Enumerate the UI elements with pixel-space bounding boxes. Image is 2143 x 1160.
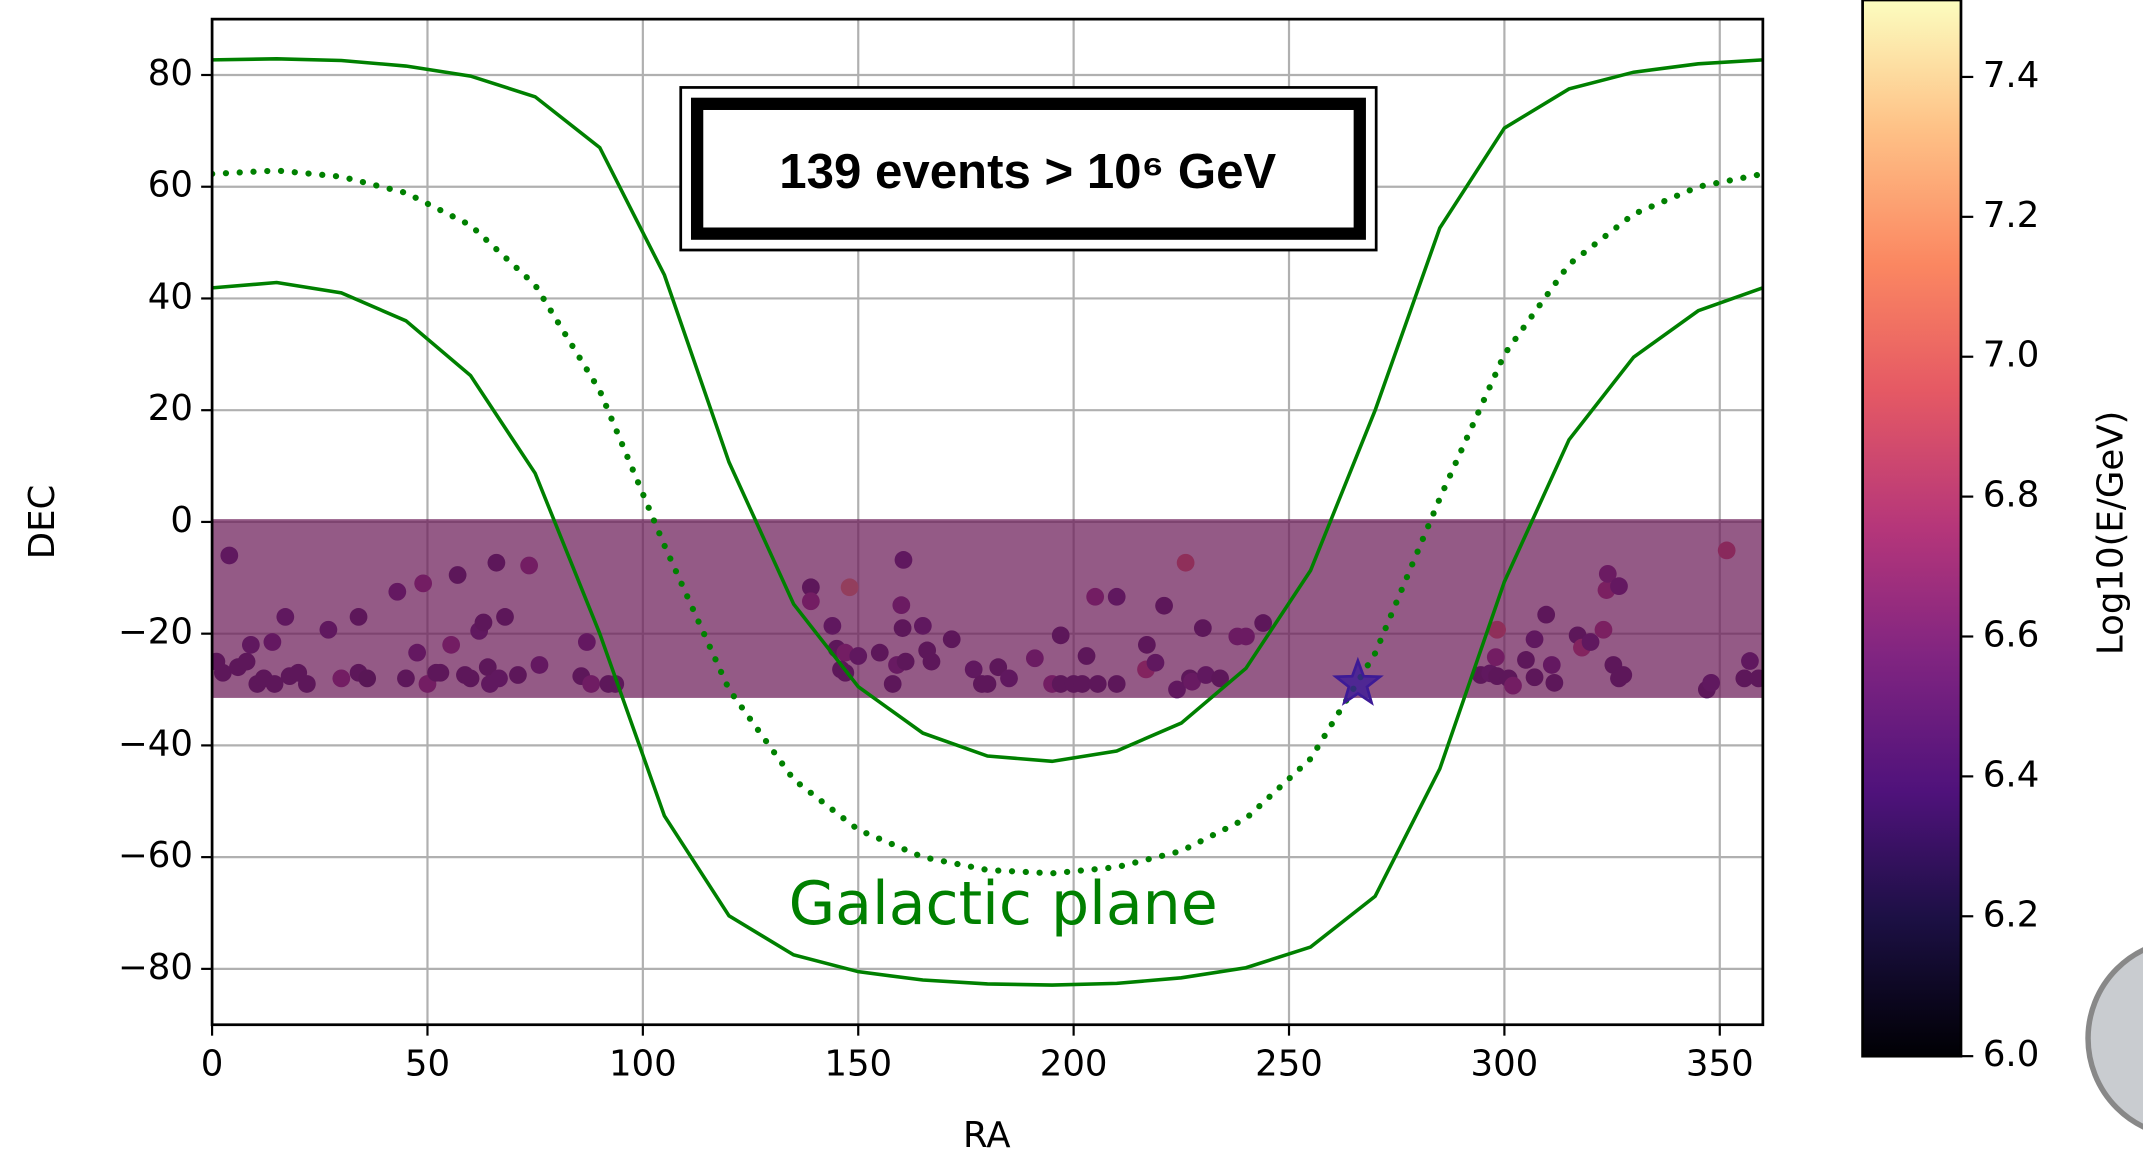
colorbar-tick-label: 6.0: [1983, 1034, 2039, 1075]
galactic-curve: [212, 280, 1763, 987]
annotation-box-inner: [690, 97, 1366, 240]
galactic-curve: [212, 57, 1763, 764]
data-layer: [212, 57, 1763, 987]
y-tick-label: 40: [148, 276, 193, 317]
logo-fragment: [2085, 947, 2143, 1130]
plot-frame: [210, 17, 1765, 1027]
curve-label: Galactic plane: [789, 869, 1218, 939]
colorbar-tick-label: 7.0: [1983, 335, 2039, 376]
y-tick-label: −60: [118, 835, 193, 876]
colorbar-tick-label: 6.2: [1983, 894, 2039, 935]
y-tick-label: −80: [118, 947, 193, 988]
colorbar: [1861, 0, 1963, 1058]
colorbar-tick-label: 6.4: [1983, 754, 2039, 795]
colorbar-tick-label: 6.8: [1983, 475, 2039, 516]
y-tick-label: 0: [170, 500, 193, 541]
star-marker: [1332, 656, 1384, 706]
colorbar-tick-label: 7.4: [1983, 55, 2039, 96]
galactic-curve: [212, 167, 1763, 877]
x-tick-label: 350: [1686, 1044, 1754, 1085]
shaded-band: [212, 519, 1763, 698]
y-tick-label: −20: [118, 612, 193, 653]
colorbar-label: Log10(E/GeV): [2091, 411, 2132, 655]
x-tick-label: 250: [1255, 1044, 1323, 1085]
top-layer: 0 50 100 150 200 250 300 350 −80 −60 −40 −20 0 20 40 60…: [118, 0, 2039, 1085]
y-tick-label: 20: [148, 388, 193, 429]
y-tick-label: −40: [118, 723, 193, 764]
y-axis-label: DEC: [22, 485, 63, 560]
colorbar-tick-label: 7.2: [1983, 195, 2039, 236]
x-tick-label: 300: [1470, 1044, 1538, 1085]
x-tick-label: 50: [405, 1044, 450, 1085]
x-axis-label: RA: [963, 1115, 1011, 1156]
x-tick-label: 200: [1040, 1044, 1108, 1085]
y-tick-label: 60: [148, 165, 193, 206]
colorbar-tick-label: 6.6: [1983, 614, 2039, 655]
x-tick-label: 100: [609, 1044, 677, 1085]
x-tick-label: 150: [824, 1044, 892, 1085]
logo-circle: [2085, 947, 2143, 1130]
x-tick-label: 0: [201, 1044, 224, 1085]
y-tick-label: 80: [148, 53, 193, 94]
annotation: 139 events > 10⁶ GeV: [779, 144, 1276, 199]
